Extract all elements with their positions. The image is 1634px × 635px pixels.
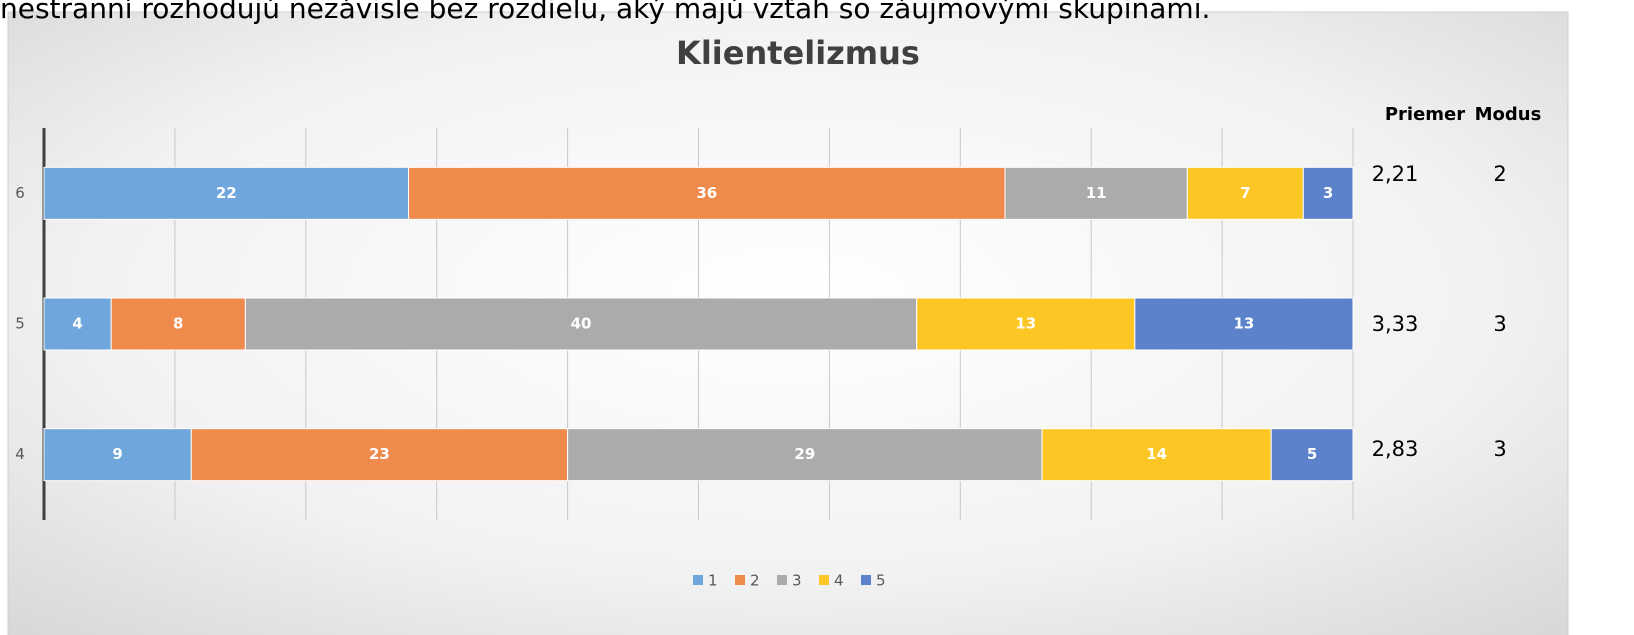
- bar-segment: [1302, 166, 1354, 220]
- stats-header: Modus: [1475, 104, 1542, 125]
- y-tick-label: 5: [15, 315, 25, 333]
- legend-label: 3: [792, 572, 802, 590]
- legend-swatch: [861, 575, 871, 585]
- legend-swatch: [693, 575, 703, 585]
- data-label: 9: [112, 445, 122, 463]
- bar-segment: [43, 166, 410, 220]
- stats-value: 2,83: [1372, 437, 1419, 461]
- data-label: 29: [794, 445, 815, 463]
- stats-value: 2: [1493, 162, 1506, 186]
- y-tick-label: 4: [15, 445, 25, 463]
- legend-swatch: [735, 575, 745, 585]
- data-label: 40: [571, 315, 592, 333]
- data-label: 11: [1086, 184, 1107, 202]
- data-label: 3: [1323, 184, 1333, 202]
- bar-segment: [916, 297, 1136, 351]
- data-label: 23: [369, 445, 390, 463]
- bar-segment: [43, 428, 192, 482]
- bar-segment: [1186, 166, 1304, 220]
- bar-segment: [1004, 166, 1188, 220]
- legend-label: 5: [876, 572, 886, 590]
- data-label: 8: [173, 315, 183, 333]
- y-tick-label: 6: [15, 184, 25, 202]
- data-label: 5: [1307, 445, 1317, 463]
- legend-swatch: [819, 575, 829, 585]
- header-text: nestranní rozhodujú nezávisle bez rozdie…: [0, 0, 1210, 25]
- legend-label: 1: [708, 572, 718, 590]
- bar-segment: [244, 297, 918, 351]
- stats-value: 3,33: [1372, 312, 1419, 336]
- legend-swatch: [777, 575, 787, 585]
- data-label: 13: [1233, 315, 1254, 333]
- chart-title: Klientelizmus: [676, 34, 920, 72]
- bar-segment: [1134, 297, 1354, 351]
- data-label: 4: [72, 315, 82, 333]
- bar-segment: [190, 428, 569, 482]
- data-label: 36: [696, 184, 717, 202]
- bar-segment: [43, 297, 112, 351]
- bar-segment: [110, 297, 246, 351]
- stats-value: 2,21: [1372, 162, 1419, 186]
- data-label: 13: [1015, 315, 1036, 333]
- stats-header: Priemer: [1385, 104, 1465, 125]
- data-label: 22: [216, 184, 237, 202]
- bar-segment: [1270, 428, 1354, 482]
- legend-label: 2: [750, 572, 760, 590]
- stats-value: 3: [1493, 437, 1506, 461]
- stats-value: 3: [1493, 312, 1506, 336]
- legend-label: 4: [834, 572, 844, 590]
- bar-segment: [567, 428, 1043, 482]
- data-label: 14: [1146, 445, 1167, 463]
- bar-segment: [1041, 428, 1272, 482]
- data-label: 7: [1240, 184, 1250, 202]
